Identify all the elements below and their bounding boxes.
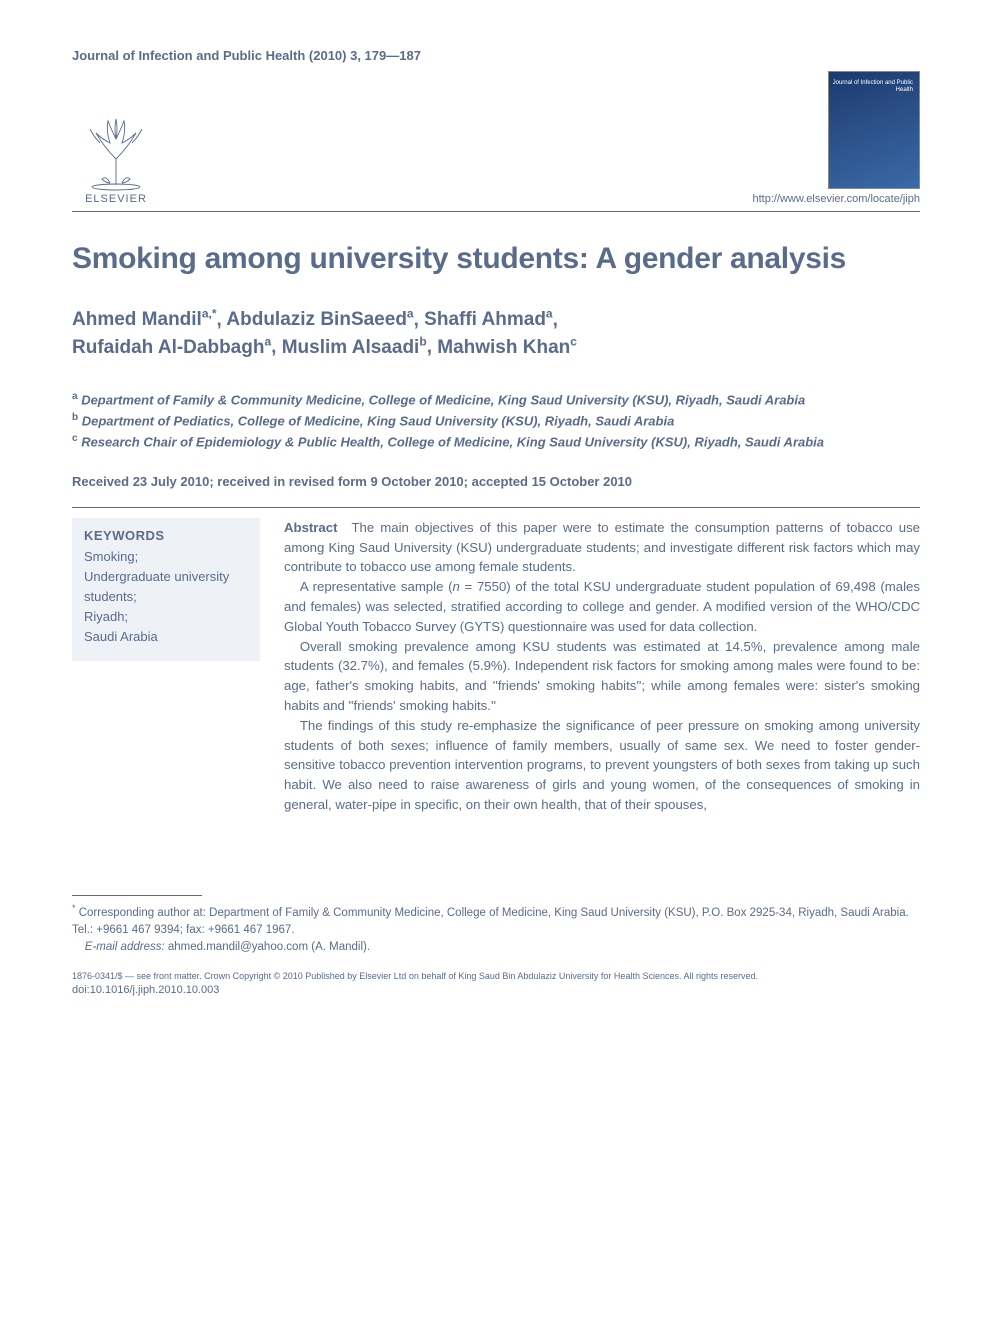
journal-cover-block: Journal of Infection and Public Health h… — [752, 71, 920, 205]
abstract-block: KEYWORDS Smoking; Undergraduate universi… — [72, 518, 920, 815]
header-row: Journal of Infection and Public Health (… — [72, 48, 920, 63]
abstract-p2: A representative sample (n = 7550) of th… — [284, 577, 920, 636]
corresponding-email[interactable]: ahmed.mandil@yahoo.com — [168, 941, 308, 953]
author-6: Mahwish Khanc — [437, 337, 577, 358]
journal-cover-image: Journal of Infection and Public Health — [828, 71, 920, 189]
publisher-name: ELSEVIER — [85, 193, 147, 205]
abstract-label: Abstract — [284, 520, 338, 535]
doi[interactable]: doi:10.1016/j.jiph.2010.10.003 — [72, 984, 920, 996]
keywords-list: Smoking; Undergraduate university studen… — [84, 547, 248, 648]
affiliation-c: c Research Chair of Epidemiology & Publi… — [72, 431, 920, 452]
corresponding-author: * Corresponding author at: Department of… — [72, 902, 920, 957]
keywords-box: KEYWORDS Smoking; Undergraduate universi… — [72, 518, 260, 662]
abstract-p4: The findings of this study re-emphasize … — [284, 716, 920, 815]
affiliation-b: b Department of Pediatics, College of Me… — [72, 410, 920, 431]
keyword-1: Smoking; — [84, 547, 248, 567]
author-1: Ahmed Mandila,* — [72, 309, 217, 330]
copyright-line: 1876-0341/$ — see front matter. Crown Co… — [72, 970, 920, 983]
keyword-3: Riyadh; — [84, 607, 248, 627]
author-3: Shaffi Ahmada — [424, 309, 552, 330]
affiliation-a: a Department of Family & Community Medic… — [72, 389, 920, 410]
abstract-p3: Overall smoking prevalence among KSU stu… — [284, 637, 920, 716]
author-5: Muslim Alsaadib — [282, 337, 427, 358]
publisher-logo-block: ELSEVIER — [72, 113, 160, 205]
footnote-divider — [72, 895, 202, 896]
header-logos: ELSEVIER Journal of Infection and Public… — [72, 71, 920, 205]
keyword-4: Saudi Arabia — [84, 627, 248, 647]
corresponding-line: * Corresponding author at: Department of… — [72, 902, 920, 939]
abstract-p1: AbstractThe main objectives of this pape… — [284, 518, 920, 577]
page-root: Journal of Infection and Public Health (… — [0, 0, 992, 1036]
authors-list: Ahmed Mandila,*, Abdulaziz BinSaeeda, Sh… — [72, 306, 920, 362]
elsevier-tree-icon — [80, 113, 152, 191]
header-divider — [72, 211, 920, 212]
keywords-heading: KEYWORDS — [84, 528, 248, 543]
author-4: Rufaidah Al-Dabbagha — [72, 337, 271, 358]
corresponding-email-line: E-mail address: ahmed.mandil@yahoo.com (… — [72, 939, 920, 956]
abstract-text: AbstractThe main objectives of this pape… — [284, 518, 920, 815]
author-2: Abdulaziz BinSaeeda — [226, 309, 413, 330]
abstract-top-divider — [72, 507, 920, 508]
article-title: Smoking among university students: A gen… — [72, 240, 920, 278]
journal-cover-title: Journal of Infection and Public Health — [829, 80, 913, 94]
article-dates: Received 23 July 2010; received in revis… — [72, 474, 920, 489]
affiliations: a Department of Family & Community Medic… — [72, 389, 920, 451]
journal-reference: Journal of Infection and Public Health (… — [72, 48, 421, 63]
journal-url[interactable]: http://www.elsevier.com/locate/jiph — [752, 193, 920, 205]
keyword-2: Undergraduate university students; — [84, 567, 248, 607]
